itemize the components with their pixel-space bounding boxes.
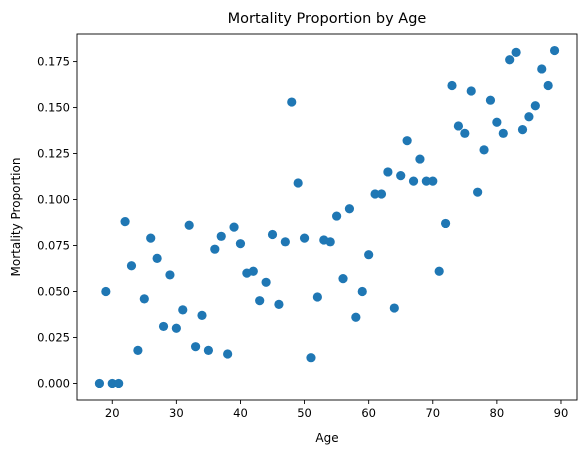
data-point <box>498 128 508 138</box>
x-tick-label: 60 <box>361 406 376 420</box>
data-point <box>287 97 297 107</box>
x-tick-label: 30 <box>169 406 184 420</box>
x-tick-label: 70 <box>425 406 440 420</box>
y-tick-label: 0.075 <box>37 239 70 253</box>
y-tick-label: 0.100 <box>37 193 70 207</box>
data-point <box>537 64 547 74</box>
data-point <box>190 342 201 352</box>
data-point <box>158 321 169 332</box>
y-axis-label: Mortality Proportion <box>9 158 23 277</box>
data-point <box>165 270 175 280</box>
y-tick-label: 0.125 <box>37 147 70 161</box>
data-point <box>152 253 162 263</box>
data-point <box>543 80 553 91</box>
data-point <box>364 250 374 260</box>
data-point <box>402 136 412 146</box>
data-point <box>485 95 496 105</box>
data-point <box>338 274 348 284</box>
data-point <box>101 286 111 297</box>
x-axis: 20 30 40 50 60 70 80 90 <box>105 400 568 420</box>
data-point <box>440 218 451 229</box>
data-point <box>306 353 316 363</box>
data-point <box>505 55 515 65</box>
data-point <box>216 231 226 241</box>
data-point <box>184 220 194 230</box>
points-layer <box>94 45 560 389</box>
y-tick-label: 0.175 <box>37 55 70 69</box>
data-point <box>383 167 393 177</box>
y-tick-label: 0.000 <box>37 376 70 390</box>
x-tick-label: 80 <box>490 406 505 420</box>
y-tick-label: 0.050 <box>37 284 70 298</box>
data-point <box>210 244 220 254</box>
data-point <box>434 266 444 276</box>
data-point <box>396 171 406 181</box>
data-point <box>466 86 476 96</box>
data-point <box>280 237 290 247</box>
y-axis: 0.000 0.025 0.050 0.075 0.100 0.125 0.150 0.175 <box>37 55 77 390</box>
y-tick-label: 0.025 <box>37 330 70 344</box>
data-point <box>344 204 355 214</box>
data-point <box>312 292 322 302</box>
data-point <box>146 233 156 243</box>
data-point <box>178 305 188 315</box>
data-point <box>408 176 419 186</box>
x-tick-label: 50 <box>297 406 312 420</box>
data-point <box>492 117 502 127</box>
data-point <box>299 233 310 243</box>
data-point <box>126 261 137 271</box>
data-point <box>235 239 246 249</box>
data-point <box>530 101 540 111</box>
data-point <box>460 128 470 138</box>
data-point <box>261 277 271 287</box>
data-point <box>389 303 399 313</box>
data-point <box>133 345 143 355</box>
plot-frame <box>76 33 578 401</box>
data-point <box>120 216 130 227</box>
y-tick-label: 0.150 <box>37 101 70 115</box>
data-point <box>479 145 489 155</box>
data-point <box>428 176 438 186</box>
data-point <box>473 187 483 197</box>
x-tick-label: 20 <box>105 406 120 420</box>
data-point <box>415 154 425 164</box>
data-point <box>107 378 117 389</box>
data-point <box>171 323 181 333</box>
data-point <box>357 286 367 297</box>
data-point <box>223 349 233 359</box>
data-point <box>325 237 335 247</box>
x-tick-label: 40 <box>233 406 248 420</box>
x-axis-label: Age <box>315 431 338 445</box>
data-point <box>511 47 521 57</box>
x-tick-label: 90 <box>554 406 569 420</box>
data-point <box>229 222 239 232</box>
chart-title: Mortality Proportion by Age <box>228 11 427 27</box>
data-point <box>549 45 560 56</box>
data-point <box>376 189 387 199</box>
data-point <box>267 229 278 240</box>
data-point <box>255 296 265 306</box>
data-point <box>447 80 457 91</box>
data-point <box>332 211 342 221</box>
data-point <box>453 121 464 131</box>
data-point <box>517 125 528 135</box>
data-point <box>248 266 258 276</box>
data-point <box>274 299 284 309</box>
data-point <box>114 378 124 389</box>
data-point <box>203 345 214 355</box>
data-point <box>351 312 361 322</box>
data-point <box>94 378 105 389</box>
data-point <box>370 189 380 199</box>
data-point <box>524 112 534 122</box>
data-point <box>139 294 149 304</box>
data-point <box>293 178 303 188</box>
data-point <box>421 176 431 186</box>
data-point <box>197 310 207 320</box>
